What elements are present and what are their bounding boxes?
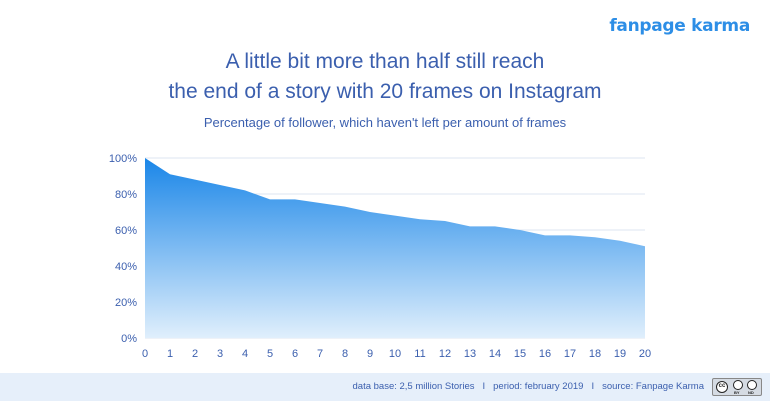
- x-tick-label: 14: [489, 348, 501, 360]
- y-axis-labels: 0% 20% 40% 60% 80% 100%: [109, 153, 137, 345]
- y-tick-label: 40%: [115, 261, 137, 273]
- y-tick-label: 100%: [109, 153, 137, 165]
- by-icon: [733, 380, 743, 390]
- x-tick-label: 5: [267, 348, 273, 360]
- x-tick-label: 6: [292, 348, 298, 360]
- chart-title-line-1: A little bit more than half still reach: [225, 50, 545, 73]
- nd-icon: [747, 380, 757, 390]
- x-tick-label: 4: [242, 348, 248, 360]
- cc-icon: cc: [716, 381, 728, 393]
- x-tick-label: 18: [589, 348, 601, 360]
- y-tick-label: 20%: [115, 297, 137, 309]
- x-tick-label: 10: [389, 348, 401, 360]
- chart-title: A little bit more than half still reach …: [0, 47, 770, 107]
- area-series: [145, 158, 645, 338]
- nd-label: ND: [748, 390, 754, 395]
- y-tick-label: 80%: [115, 189, 137, 201]
- footer-period: period: february 2019: [493, 381, 584, 392]
- footer-data-base: data base: 2,5 million Stories: [352, 381, 475, 392]
- x-tick-label: 12: [439, 348, 451, 360]
- x-tick-label: 13: [464, 348, 476, 360]
- x-tick-label: 2: [192, 348, 198, 360]
- x-tick-label: 8: [342, 348, 348, 360]
- x-tick-label: 0: [142, 348, 148, 360]
- x-tick-label: 7: [317, 348, 323, 360]
- x-tick-label: 3: [217, 348, 223, 360]
- x-tick-label: 9: [367, 348, 373, 360]
- footer-separator: I: [591, 381, 595, 392]
- x-axis-labels: 0 1 2 3 4 5 6 7 8 9 10 11 12 13 14 15 16 17 18 19 20: [142, 348, 651, 360]
- x-tick-label: 11: [414, 348, 425, 360]
- x-tick-label: 15: [514, 348, 526, 360]
- brand-logo: fanpage karma: [609, 16, 750, 36]
- by-label: BY: [734, 390, 740, 395]
- x-tick-label: 1: [167, 348, 173, 360]
- x-tick-label: 19: [614, 348, 626, 360]
- x-tick-label: 16: [539, 348, 551, 360]
- x-tick-label: 20: [639, 348, 651, 360]
- chart-title-line-2: the end of a story with 20 frames on Ins…: [168, 80, 602, 103]
- footer-source: source: Fanpage Karma: [602, 381, 704, 392]
- chart-subtitle: Percentage of follower, which haven't le…: [203, 115, 567, 130]
- cc-by-nd-icon[interactable]: cc BY ND: [712, 378, 762, 396]
- x-tick-label: 17: [564, 348, 576, 360]
- y-tick-label: 0%: [121, 333, 137, 345]
- footer-separator: I: [482, 381, 486, 392]
- y-tick-label: 60%: [115, 225, 137, 237]
- area-chart: 0%20%40%60%80%100% 0 1 2 3 4 5 6 7 8 9 10 11 12 13 14 1…: [109, 153, 651, 360]
